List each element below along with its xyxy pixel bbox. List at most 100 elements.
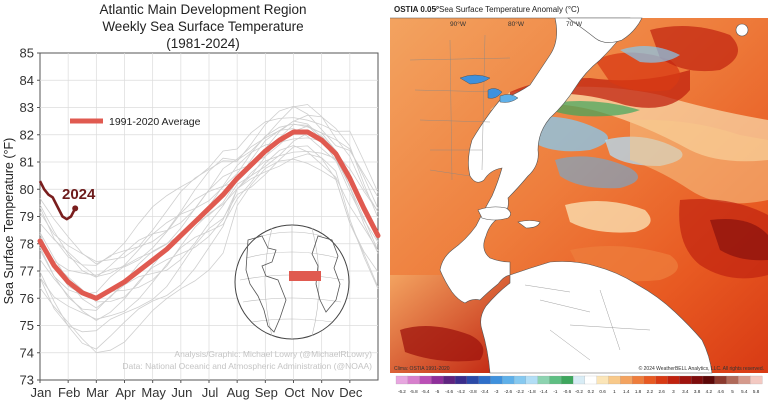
sst-line-chart-panel: Atlantic Main Development Region Weekly … [0, 0, 388, 403]
grid [40, 53, 378, 380]
cuba [477, 206, 511, 221]
colorbar-swatch [502, 375, 515, 385]
map-header [390, 0, 768, 18]
x-tick-label: Nov [311, 385, 335, 400]
colorbar-tick-label: -2.2 [516, 389, 524, 394]
y-tick-label: 76 [20, 291, 34, 306]
historical-year-line [39, 120, 379, 276]
historical-year-line [39, 158, 379, 354]
south-america [480, 261, 713, 374]
legend-label-average: 1991-2020 Average [109, 116, 201, 128]
colorbar-swatch [443, 375, 456, 385]
historical-year-line [39, 117, 379, 265]
state-borders [409, 34, 651, 361]
y-tick-label: 83 [20, 100, 34, 115]
y-axis-label: Sea Surface Temperature (°F) [2, 138, 16, 305]
hispaniola [517, 220, 541, 229]
colorbar-swatch [691, 375, 704, 385]
north-america [390, 17, 631, 304]
colorbar-swatch [419, 375, 432, 385]
colorbar-swatch [478, 375, 491, 385]
colorbar-tick-label: 5 [731, 389, 734, 394]
colorbar-swatch [561, 375, 574, 385]
chart-subtitle: Weekly Sea Surface Temperature [102, 19, 303, 34]
colorbar-tick-label: -3.4 [481, 389, 489, 394]
chart-title: Atlantic Main Development Region [99, 2, 306, 17]
x-tick-label: Aug [227, 385, 250, 400]
colorbar-swatch [537, 375, 550, 385]
colorbar-tick-label: 0.6 [599, 389, 606, 394]
series [37, 129, 381, 301]
colorbar-swatch [750, 375, 763, 385]
y-tick-label: 82 [20, 127, 34, 142]
x-tick-label: Mar [86, 385, 109, 400]
colorbar-tick-label: -4.2 [457, 389, 465, 394]
y-tick-label: 77 [20, 264, 34, 279]
colorbar-swatch [667, 375, 680, 385]
x-axis-ticks: Jan Feb Mar Apr May Jun Jul Aug Sep Oct Nov Dec [31, 380, 363, 400]
colorbar-tick-label: 1.8 [635, 389, 642, 394]
colorbar-tick-label: 3.8 [694, 389, 701, 394]
colorbar: -6.2 -5.8 -5.4 -5 -4.6 -4.2 -3.8 -3.4 -3 -2.6 -2.2… [395, 375, 763, 394]
sst-anomaly-map-panel: OSTIA 0.05° • Sea Surface Temperature An… [390, 0, 768, 403]
colorbar-tick-label: -4.6 [445, 389, 453, 394]
colorbar-swatch [702, 375, 716, 385]
y-tick-label: 84 [20, 73, 34, 88]
colorbar-swatch [549, 375, 562, 385]
colorbar-swatch [608, 375, 621, 385]
colorbar-tick-label: 1 [613, 389, 616, 394]
colorbar-tick-label: -5.4 [422, 389, 430, 394]
colorbar-swatch [454, 375, 468, 385]
credit-data: Data: National Oceanic and Atmospheric A… [122, 361, 372, 371]
colorbar-swatch [513, 375, 527, 385]
globe-meridians [264, 225, 320, 339]
colorbar-tick-label: -0.6 [563, 389, 571, 394]
colorbar-tick-label: -2.6 [504, 389, 512, 394]
x-tick-label: Apr [115, 385, 136, 400]
x-tick-label: Dec [339, 385, 363, 400]
historical-year-line [39, 153, 379, 350]
colorbar-tick-label: -5 [435, 389, 440, 394]
lon-label-70w: 70°W [566, 20, 583, 28]
historical-year-line [39, 105, 379, 263]
legend: 1991-2020 Average [70, 116, 201, 128]
colorbar-tick-label: -3 [494, 389, 499, 394]
colorbar-tick-label: 5.4 [741, 389, 748, 394]
colorbar-tick-label: 2.2 [647, 389, 654, 394]
colorbar-tick-label: -1.8 [528, 389, 536, 394]
colorbar-tick-label: -5.8 [410, 389, 418, 394]
lon-label-90w: 90°W [450, 20, 467, 28]
colorbar-swatch [466, 375, 480, 385]
sst-anomaly-map: OSTIA 0.05° • Sea Surface Temperature An… [390, 0, 768, 394]
colorbar-swatch [431, 375, 444, 385]
y-tick-label: 79 [20, 209, 34, 224]
y-tick-label: 85 [20, 46, 34, 61]
average-line [37, 129, 381, 301]
x-tick-label: Jun [171, 385, 192, 400]
x-tick-label: Feb [58, 385, 80, 400]
historical-year-line [39, 132, 379, 311]
globe-africa-europe [311, 235, 341, 313]
globe-americas [245, 235, 287, 333]
colorbar-swatch [726, 375, 739, 385]
historical-year-line [39, 145, 379, 320]
great-lakes [459, 74, 519, 103]
y-tick-label: 80 [20, 182, 34, 197]
x-tick-label: Sep [255, 385, 278, 400]
map-subtitle: • Sea Surface Temperature Anomaly (°C) [434, 5, 580, 14]
colorbar-tick-label: -1.4 [540, 389, 548, 394]
colorbar-swatch [620, 375, 633, 385]
colorbar-swatch [407, 375, 421, 385]
y-tick-label: 81 [20, 155, 34, 170]
historical-year-line [39, 104, 379, 266]
y-tick-label: 73 [20, 373, 34, 388]
colorbar-tick-label: -3.8 [469, 389, 477, 394]
y-tick-label: 74 [20, 345, 34, 360]
y-tick-label: 78 [20, 236, 34, 251]
ocean-anomaly-patches [490, 26, 768, 282]
colorbar-swatch [395, 375, 409, 385]
colorbar-tick-label: 2.6 [658, 389, 665, 394]
colorbar-swatch [632, 375, 645, 385]
canada-labrador [567, 17, 643, 43]
sst-line-chart: Atlantic Main Development Region Weekly … [2, 2, 381, 400]
